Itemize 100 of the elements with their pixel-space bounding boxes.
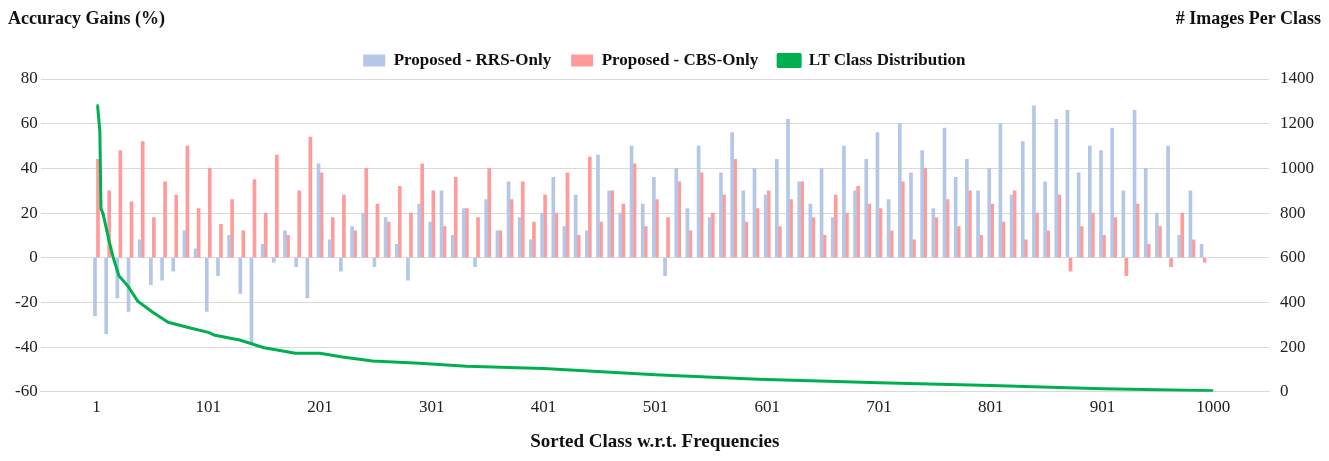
bar (897, 123, 902, 258)
bar (1177, 235, 1182, 258)
bar (227, 235, 231, 258)
bar (476, 217, 480, 258)
y2-tick-label: 1000 (1280, 157, 1314, 177)
bar (327, 239, 332, 258)
bar (663, 257, 667, 276)
bar (853, 190, 857, 258)
y-tick-label: 0 (29, 247, 38, 267)
bar (160, 257, 164, 281)
y-tick-label: -60 (14, 381, 38, 401)
bar (1166, 145, 1170, 258)
bar (1110, 127, 1115, 258)
x-tick-label: 301 (419, 397, 445, 417)
bar (1180, 212, 1185, 258)
x-tick-label: 901 (1089, 397, 1116, 417)
x-tick-label: 601 (754, 397, 780, 417)
bar (674, 168, 679, 258)
bar (532, 221, 536, 258)
bar (976, 190, 980, 258)
x-axis-title: Sorted Class w.r.t. Frequencies (530, 429, 780, 451)
bar (707, 217, 712, 258)
bar (420, 163, 424, 258)
bar (216, 257, 220, 276)
bar (219, 223, 223, 258)
x-tick-label: 701 (866, 397, 892, 417)
bar (1054, 118, 1059, 258)
bar (920, 150, 924, 258)
bar (965, 159, 969, 258)
bar (163, 181, 167, 258)
bar (842, 145, 846, 258)
bar (741, 190, 746, 258)
bar (517, 217, 522, 258)
y2-tick-label: 600 (1280, 247, 1306, 267)
bar (484, 199, 489, 258)
bar (450, 235, 455, 258)
y-tick-label: 60 (20, 113, 38, 133)
bar (342, 194, 346, 258)
bar (193, 248, 198, 258)
y-tick-label: 80 (20, 68, 38, 88)
x-tick-label: 201 (307, 397, 333, 417)
bar (397, 185, 402, 258)
bar (666, 217, 670, 258)
bar (394, 244, 399, 258)
legend-label: LT Class Distribution (808, 49, 967, 69)
bar (719, 172, 723, 258)
bar (1020, 141, 1025, 258)
y-tick-label: 20 (20, 202, 38, 222)
x-tick-label: 1000 (1196, 397, 1231, 417)
bar (596, 154, 600, 258)
bar (487, 168, 492, 258)
bar (174, 194, 179, 258)
y2-tick-label: 800 (1280, 202, 1306, 222)
bar (204, 257, 209, 312)
x-tick-label: 101 (195, 397, 222, 417)
bar (339, 257, 343, 272)
x-tick-label: 401 (530, 397, 557, 417)
bar (775, 159, 779, 258)
bar (417, 203, 421, 258)
bar (529, 239, 533, 258)
y-tick-label: -20 (14, 291, 38, 311)
bar (272, 257, 276, 263)
bar (587, 156, 592, 258)
bar (453, 176, 458, 258)
x-tick-label: 801 (977, 397, 1004, 417)
bar (473, 257, 477, 268)
bar (364, 168, 369, 258)
bar (864, 159, 869, 258)
bar (1169, 257, 1173, 268)
bar (104, 257, 108, 335)
y2-tick-label: 200 (1280, 336, 1306, 356)
y-axis-title: Accuracy Gains (%) (8, 8, 165, 30)
bar (909, 172, 913, 258)
bar (207, 168, 212, 258)
bar (833, 194, 838, 258)
bar (1143, 168, 1148, 258)
bar (730, 132, 734, 258)
bar (283, 230, 287, 258)
bar (1032, 105, 1036, 258)
bar (1099, 150, 1103, 258)
bar (238, 257, 243, 294)
bar (543, 194, 547, 258)
x-tick-label: 1 (92, 397, 101, 417)
bar (584, 230, 589, 258)
bar (1088, 145, 1092, 258)
x-tick-label: 501 (642, 397, 669, 417)
bar (140, 141, 145, 258)
bar (137, 239, 142, 258)
y-tick-label: 40 (20, 157, 38, 177)
legend-label: Proposed - CBS-Only (601, 49, 759, 69)
bar (520, 181, 525, 258)
y-tick-label: -40 (14, 336, 38, 356)
bar (275, 154, 279, 258)
bar (987, 168, 992, 258)
y2-tick-label: 400 (1280, 291, 1306, 311)
bar (241, 230, 246, 258)
bar (786, 118, 790, 258)
y2-tick-label: 0 (1280, 381, 1289, 401)
y2-tick-label: 1200 (1280, 113, 1314, 133)
bar (540, 212, 544, 258)
